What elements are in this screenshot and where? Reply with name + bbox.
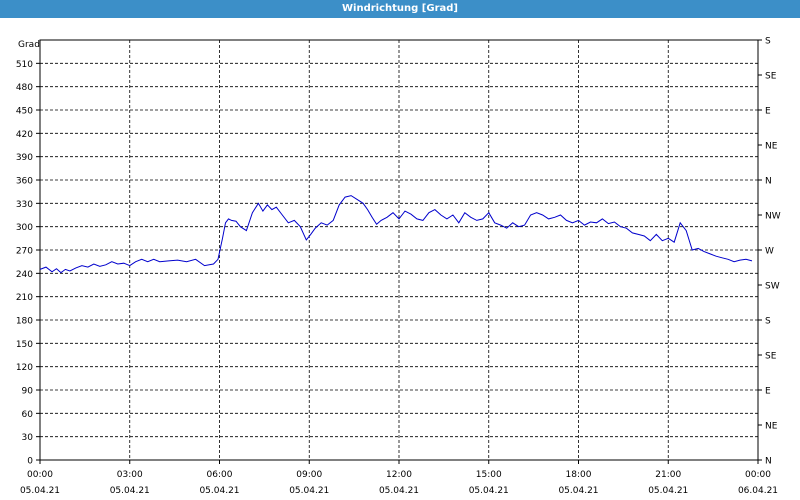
y-tick-label: 510 <box>16 60 33 70</box>
y-tick-label: 150 <box>16 340 33 350</box>
y2-tick-label: E <box>765 387 771 397</box>
y2-tick-label: S <box>765 317 771 327</box>
x-tick-date-label: 06.04.21 <box>738 486 778 496</box>
x-tick-time-label: 12:00 <box>386 470 412 480</box>
y-tick-label: 120 <box>16 363 33 373</box>
y-tick-label: 210 <box>16 293 33 303</box>
plot-frame <box>39 39 759 461</box>
y2-tick-label: SW <box>765 282 780 292</box>
x-tick-time-label: 00:00 <box>27 470 53 480</box>
x-tick-time-label: 15:00 <box>476 470 502 480</box>
x-tick-date-label: 05.04.21 <box>110 486 150 496</box>
series-line <box>39 195 753 274</box>
label-layer: 0 30 60 90 120 150 180 210 240 270 300 330 360 390 420… <box>16 37 781 497</box>
y2-tick-label: SE <box>765 72 777 82</box>
x-tick-time-label: 18:00 <box>566 470 592 480</box>
x-tick-date-label: 05.04.21 <box>379 486 419 496</box>
y-tick-label: 60 <box>22 410 34 420</box>
y-tick-label: 180 <box>16 317 33 327</box>
x-tick-date-label: 05.04.21 <box>648 486 688 496</box>
grid-layer <box>36 39 762 464</box>
x-tick-date-label: 05.04.21 <box>289 486 329 496</box>
x-tick-time-label: 06:00 <box>207 470 233 480</box>
y2-tick-label: SE <box>765 352 777 362</box>
x-tick-time-label: 21:00 <box>655 470 681 480</box>
y-tick-label: 360 <box>16 177 33 187</box>
x-tick-date-label: 05.04.21 <box>469 486 509 496</box>
chart-title: Windrichtung [Grad] <box>0 0 800 18</box>
x-tick-date-label: 05.04.21 <box>558 486 598 496</box>
x-tick-date-label: 05.04.21 <box>20 486 60 496</box>
y-tick-label: 480 <box>16 83 33 93</box>
y2-tick-label: S <box>765 37 771 47</box>
x-tick-time-label: 09:00 <box>296 470 322 480</box>
x-tick-time-label: 00:00 <box>745 470 771 480</box>
y2-tick-label: N <box>765 177 772 187</box>
y-tick-label: 390 <box>16 153 33 163</box>
y-tick-label: 330 <box>16 200 33 210</box>
y-axis-label: Grad <box>18 40 40 50</box>
y2-tick-label: NE <box>765 422 778 432</box>
y-tick-label: 450 <box>16 107 33 117</box>
y-tick-label: 0 <box>27 457 33 467</box>
y-tick-label: 90 <box>22 387 34 397</box>
y-tick-label: 270 <box>16 247 33 257</box>
x-tick-date-label: 05.04.21 <box>199 486 239 496</box>
y2-tick-label: W <box>765 247 774 257</box>
y2-tick-label: N <box>765 457 772 467</box>
y2-tick-label: NE <box>765 142 778 152</box>
y-tick-label: 240 <box>16 270 33 280</box>
y-tick-label: 420 <box>16 130 33 140</box>
y2-tick-label: E <box>765 107 771 117</box>
series-layer <box>39 195 753 274</box>
y-tick-label: 30 <box>22 433 34 443</box>
y-tick-label: 300 <box>16 223 33 233</box>
y2-tick-label: NW <box>765 212 781 222</box>
x-tick-time-label: 03:00 <box>117 470 143 480</box>
